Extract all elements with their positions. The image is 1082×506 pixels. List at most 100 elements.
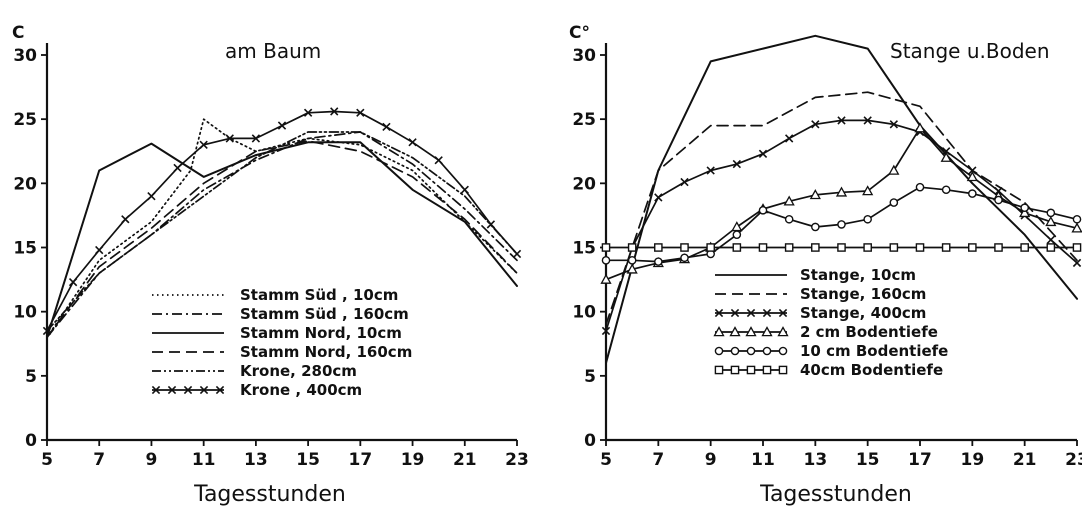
series-line [46, 141, 518, 339]
series-line [46, 140, 518, 339]
legend-label: 10 cm Bodentiefe [800, 342, 948, 360]
data-point [42, 326, 52, 336]
data-point [680, 177, 689, 187]
data-point [732, 243, 742, 252]
legend-marker [714, 308, 724, 318]
data-point [68, 277, 78, 287]
legend-marker [762, 365, 772, 375]
data-point [811, 243, 820, 252]
x-tick-label: 11 [751, 450, 775, 470]
data-point [382, 122, 391, 132]
data-point [356, 108, 365, 117]
x-tick-label: 15 [296, 450, 320, 470]
legend-label: 40cm Bodentiefe [800, 361, 943, 379]
data-point [811, 222, 820, 232]
legend-marker [730, 365, 740, 375]
data-point [601, 256, 611, 265]
legend-marker [730, 308, 740, 318]
y-axis-label: C [12, 23, 24, 43]
data-point [680, 243, 689, 252]
data-point [758, 205, 768, 215]
data-point [1071, 222, 1082, 233]
data-point [942, 147, 951, 156]
y-tick-label: 0 [584, 431, 596, 451]
data-point [1020, 203, 1029, 213]
legend-label: Stamm Süd , 10cm [240, 286, 398, 304]
data-point [277, 121, 287, 130]
y-tick-label: 15 [13, 239, 37, 259]
data-point [434, 156, 443, 165]
data-point [654, 243, 663, 252]
data-point [251, 134, 261, 143]
series-line [46, 118, 518, 339]
legend-label: Krone, 280cm [240, 362, 357, 380]
legend-marker [167, 385, 177, 395]
data-point [225, 134, 234, 143]
series-line [605, 127, 1078, 281]
data-point [654, 257, 663, 266]
y-tick-label: 10 [13, 303, 37, 323]
data-point [680, 253, 689, 263]
data-point [941, 185, 951, 195]
legend-label: Stamm Nord, 160cm [240, 343, 412, 361]
y-tick-label: 20 [13, 174, 37, 194]
x-tick-label: 21 [453, 450, 477, 470]
x-tick-label: 17 [908, 450, 932, 470]
data-point [512, 249, 522, 259]
x-axis-label: Tagesstunden [759, 482, 912, 506]
x-tick-label: 5 [41, 450, 53, 470]
data-point [600, 273, 612, 284]
data-point [940, 151, 952, 162]
y-tick-label: 15 [572, 239, 596, 259]
data-point [1072, 243, 1082, 252]
x-tick-label: 7 [652, 450, 664, 470]
data-point [732, 230, 742, 239]
y-tick-label: 25 [13, 110, 37, 130]
legend-label: Stange, 400cm [800, 304, 926, 322]
panel-title: Stange u.Boden [890, 39, 1050, 63]
data-point [1046, 235, 1055, 244]
data-point [460, 185, 469, 194]
legend-marker [762, 308, 772, 318]
data-point [731, 221, 743, 232]
data-point [785, 134, 794, 143]
data-point [968, 243, 977, 252]
y-tick-label: 0 [25, 431, 37, 451]
legend-label: Stamm Süd , 160cm [240, 305, 409, 323]
data-point [1046, 243, 1056, 252]
data-point [863, 214, 872, 224]
legend-marker [151, 385, 161, 395]
data-point [627, 243, 637, 252]
y-tick-label: 25 [572, 110, 596, 130]
data-point [173, 163, 182, 173]
legend-label: Stamm Nord, 10cm [240, 324, 402, 342]
data-point [811, 120, 820, 129]
x-tick-label: 5 [600, 450, 612, 470]
x-tick-label: 19 [401, 450, 425, 470]
y-tick-label: 30 [572, 46, 596, 66]
data-point [199, 140, 208, 149]
x-axis-label: Tagesstunden [193, 482, 346, 506]
legend-marker [714, 365, 724, 375]
legend-label: 2 cm Bodentiefe [800, 323, 938, 341]
panel-title: am Baum [225, 39, 321, 63]
x-tick-label: 9 [705, 450, 717, 470]
data-point [1020, 243, 1029, 252]
data-point [784, 214, 794, 224]
data-point [1046, 208, 1056, 218]
y-tick-label: 5 [584, 367, 596, 387]
data-point [1019, 207, 1031, 218]
y-tick-label: 5 [25, 367, 37, 387]
panel-stange-boden: 05101520253057911131517192123C°Tagesstun… [569, 23, 1082, 506]
data-point [784, 243, 794, 252]
data-point [95, 245, 104, 255]
x-tick-label: 9 [146, 450, 158, 470]
x-tick-label: 23 [505, 450, 529, 470]
data-point [1072, 258, 1082, 268]
data-point [915, 182, 925, 192]
legend-marker [777, 326, 789, 337]
legend-marker [746, 365, 756, 375]
data-point [968, 166, 977, 175]
data-point [994, 195, 1003, 205]
